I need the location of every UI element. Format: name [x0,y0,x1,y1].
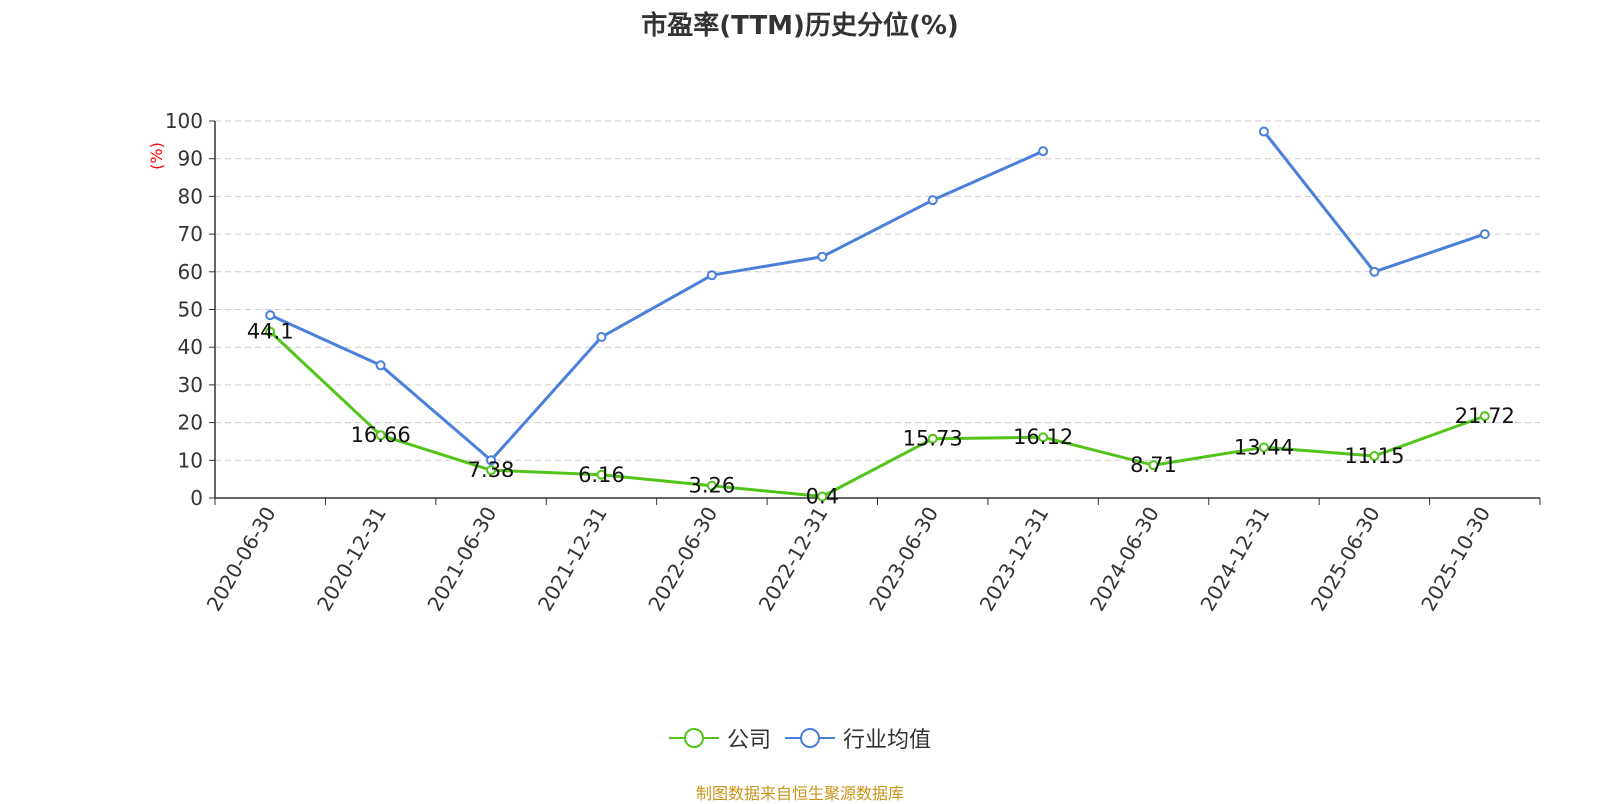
y-tick-label: 10 [178,448,203,472]
data-point [817,251,828,262]
x-tick-label: 2022-12-31 [754,503,833,616]
y-tick-label: 40 [178,335,203,359]
data-point [817,491,828,502]
legend-item-company[interactable]: 公司 [668,722,771,754]
legend-item-industry-average[interactable]: 行业均值 [785,722,931,754]
y-tick-label: 90 [178,147,203,171]
legend: 公司 行业均值 [0,722,1600,754]
data-label: 7.38 [468,458,515,482]
data-label: 6.16 [578,463,625,487]
data-point [706,480,717,491]
data-label: 44.1 [247,320,294,344]
data-label: 0.4 [806,484,839,508]
series-line-0 [269,330,1486,498]
x-tick-label: 2023-12-31 [975,503,1054,616]
y-tick-label: 60 [178,260,203,284]
data-point [1369,266,1380,277]
y-tick-label: 30 [178,373,203,397]
data-point [375,360,386,371]
source-note: 制图数据来自恒生聚源数据库 [695,784,904,803]
data-point [1148,460,1159,471]
data-label: 16.66 [351,423,411,447]
data-point [486,465,497,476]
data-point [596,332,607,343]
data-label: 13.44 [1234,435,1294,459]
legend-label-company: 公司 [726,728,771,753]
data-point [1369,450,1380,461]
axes: 0 10 20 30 40 50 60 70 80 90 100 (%) 2020-06-30 2020-… [147,109,1541,616]
x-tick-label: 2020-12-31 [312,503,391,616]
x-tick-label: 2021-06-30 [422,502,501,615]
data-point [927,433,938,444]
y-tick-label: 0 [190,486,203,510]
data-label: 3.26 [688,474,735,498]
y-axis-label: (%) [147,142,166,170]
y-tick-label: 20 [178,411,203,435]
data-point [486,455,497,466]
data-point [1258,126,1269,137]
data-point [265,310,276,321]
data-point [1038,432,1049,443]
data-label: 8.71 [1130,453,1177,477]
data-label: 21.72 [1455,404,1515,428]
data-point [927,195,938,206]
x-tick-label: 2025-10-30 [1416,503,1495,616]
data-point [1038,146,1049,157]
grid-lines [215,120,1540,461]
data-label: 11.15 [1344,444,1404,468]
x-tick-label: 2025-06-30 [1306,503,1385,616]
data-point [375,430,386,441]
legend-marker-industry-average [785,728,835,748]
x-tick-label: 2023-06-30 [864,502,943,615]
y-tick-label: 50 [178,298,203,322]
x-tick-label: 2021-12-31 [533,503,612,616]
legend-label-industry-average: 行业均值 [843,728,932,753]
data-point [596,469,607,480]
legend-marker-company [668,728,719,748]
data-label: 15.73 [903,427,963,451]
data-point [265,326,276,337]
data-label: 16.12 [1013,425,1073,449]
series [265,126,1490,502]
y-tick-label: 100 [165,109,203,133]
x-tick-label: 2020-06-30 [202,503,281,616]
x-tick-label: 2024-06-30 [1085,503,1164,616]
data-point [1258,442,1269,453]
x-tick-label: 2024-12-31 [1195,503,1274,616]
x-tick-label: 2022-06-30 [643,503,722,616]
data-point [1479,229,1490,240]
data-point [1479,411,1490,422]
y-tick-label: 70 [178,222,203,246]
data-labels: 44.1 16.66 7.38 6.16 3.26 0.4 15.73 16.12 8.71 13… [247,320,1515,509]
y-tick-label: 80 [178,184,203,208]
data-point [706,270,717,281]
series-line-1 [1262,130,1486,274]
series-line-1 [269,149,1044,462]
chart-title: 市盈率(TTM)历史分位(%) [641,11,959,41]
